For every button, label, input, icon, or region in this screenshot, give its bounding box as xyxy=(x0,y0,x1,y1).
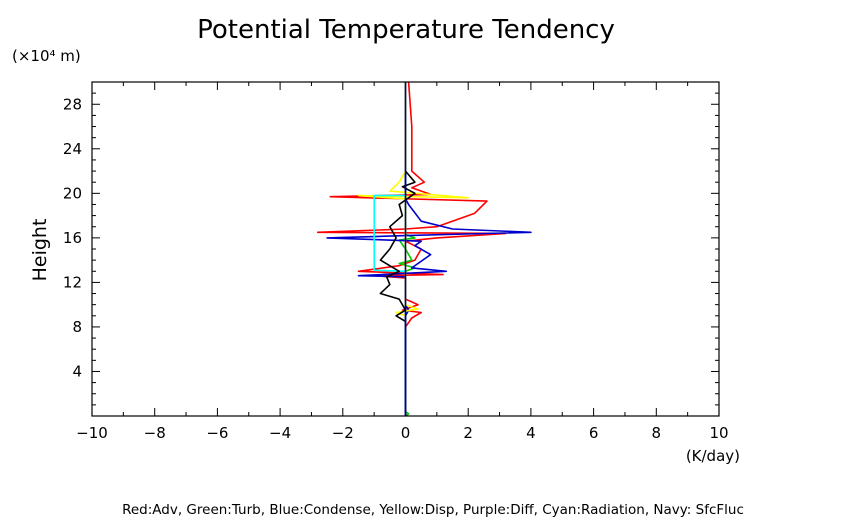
y-tick-label: 16 xyxy=(63,229,82,247)
y-tick-label: 28 xyxy=(63,95,82,113)
series-line-sfcfluc xyxy=(379,170,416,323)
series-group xyxy=(316,81,532,417)
y-tick-label: 20 xyxy=(63,184,82,202)
series-line-adv xyxy=(316,81,507,416)
x-tick-label: 10 xyxy=(709,424,728,442)
x-tick-label: −8 xyxy=(144,424,166,442)
y-unit-label: (×10⁴ m) xyxy=(12,47,81,65)
x-tick-label: −10 xyxy=(76,424,108,442)
x-tick-label: −6 xyxy=(206,424,228,442)
x-tick-label: 2 xyxy=(463,424,473,442)
y-tick-label: 12 xyxy=(63,273,82,291)
chart-title: Potential Temperature Tendency xyxy=(197,15,615,45)
x-tick-label: −2 xyxy=(332,424,354,442)
y-tick-label: 4 xyxy=(72,362,82,380)
y-tick-label: 8 xyxy=(72,318,82,336)
x-tick-label: 0 xyxy=(401,424,411,442)
y-tick-label: 24 xyxy=(63,140,82,158)
y-axis-label: Height xyxy=(29,219,51,282)
series-line-condense xyxy=(326,82,532,416)
x-tick-label: 6 xyxy=(589,424,599,442)
x-tick-label: 4 xyxy=(526,424,536,442)
series-line-radiation xyxy=(373,194,406,273)
x-tick-label: −4 xyxy=(269,424,291,442)
plot-frame xyxy=(91,81,720,417)
x-unit-label: (K/day) xyxy=(686,447,740,465)
series-line-disp xyxy=(357,82,469,317)
x-tick-label: 8 xyxy=(652,424,662,442)
legend-text: Red:Adv, Green:Turb, Blue:Condense, Yell… xyxy=(122,502,744,518)
